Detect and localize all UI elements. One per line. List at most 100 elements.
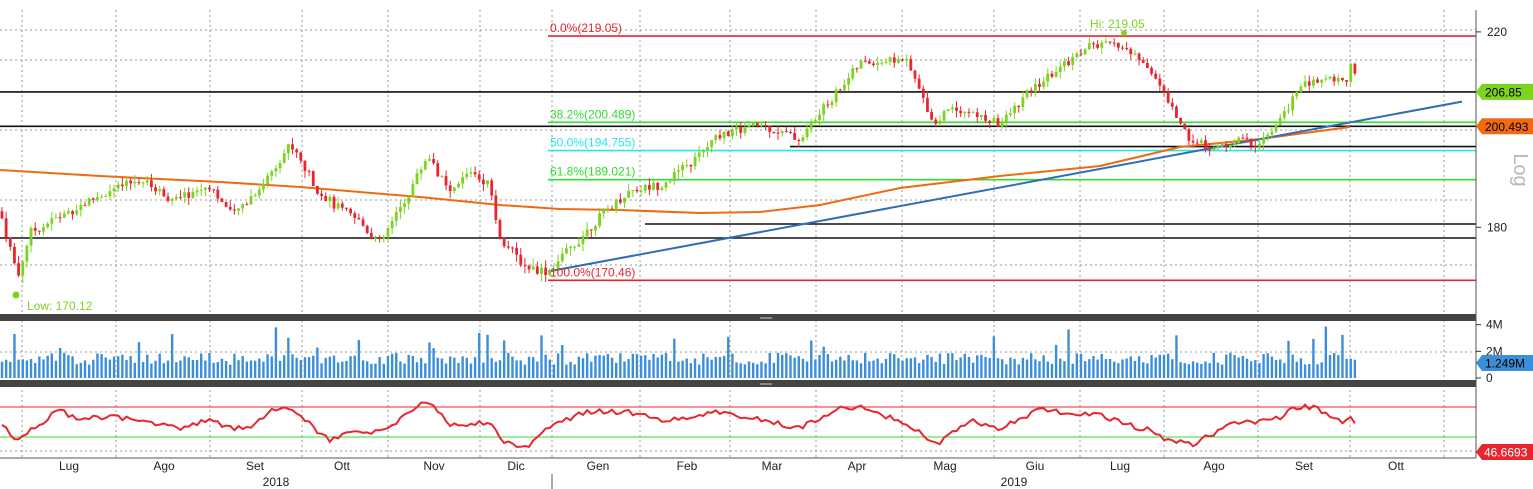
candle: [1158, 73, 1162, 91]
candle-body: [1175, 106, 1178, 118]
candle: [266, 172, 269, 188]
candle: [1282, 106, 1286, 121]
candle-body: [390, 221, 394, 229]
volume-bar: [370, 363, 373, 378]
volume-bar: [685, 358, 688, 378]
candle: [544, 260, 548, 282]
candle: [494, 189, 498, 224]
volume-bar: [146, 354, 149, 378]
candle: [83, 201, 87, 207]
volume-bar: [639, 355, 643, 378]
candle: [1266, 132, 1270, 142]
candle-body: [955, 107, 958, 111]
candle: [643, 183, 647, 194]
volume-bar: [1034, 359, 1037, 378]
candle: [199, 183, 203, 196]
candle-body: [174, 197, 178, 199]
candle: [125, 176, 128, 191]
candle: [1063, 57, 1066, 72]
candle: [706, 141, 709, 158]
volume-bar: [627, 358, 630, 378]
volume-bar: [1212, 352, 1215, 378]
candle-body: [125, 180, 128, 187]
candle-body: [33, 227, 37, 231]
candle: [693, 152, 697, 170]
candle-body: [154, 187, 157, 192]
candle-body: [274, 168, 278, 172]
volume-bar: [266, 354, 269, 378]
volume-bar: [1266, 353, 1269, 378]
volume-bar: [63, 352, 66, 378]
candle-body: [1004, 114, 1008, 123]
candle-body: [25, 245, 29, 262]
volume-bar: [179, 360, 182, 378]
candle: [216, 185, 220, 203]
candle: [1224, 141, 1228, 153]
volume-bar: [876, 358, 879, 378]
candle-body: [1054, 71, 1058, 77]
candle-body: [415, 173, 419, 185]
candle: [569, 245, 572, 256]
candle-body: [901, 59, 904, 61]
candle: [722, 131, 726, 144]
candle: [58, 212, 62, 224]
volume-bar: [307, 357, 311, 378]
volume-bar: [216, 362, 219, 378]
volume-bar: [1274, 359, 1278, 378]
candle-body: [162, 189, 166, 197]
volume-bar: [673, 338, 676, 378]
volume-bar: [781, 354, 784, 378]
candle: [872, 61, 875, 67]
candle: [685, 159, 689, 169]
candle: [1175, 104, 1178, 119]
candle: [1108, 41, 1112, 45]
rsi-tag: 46.6693: [1476, 444, 1533, 460]
candle-body: [353, 213, 357, 218]
candle: [971, 110, 975, 114]
candle-body: [1129, 48, 1133, 55]
candle: [656, 181, 660, 196]
candle-body: [627, 190, 631, 198]
candle-body: [930, 112, 933, 120]
volume-bar: [395, 352, 398, 378]
volume-bar: [291, 354, 294, 378]
candle: [104, 193, 108, 198]
candle: [838, 88, 842, 94]
candle: [1341, 77, 1344, 82]
candle: [473, 166, 477, 178]
volume-bar: [689, 363, 693, 378]
candle: [1262, 132, 1265, 151]
volume-bar: [449, 356, 452, 378]
volume-bar: [482, 362, 485, 378]
volume-bar: [1100, 353, 1103, 378]
candle: [1287, 103, 1290, 115]
candle-body: [262, 184, 265, 190]
volume-bar: [1175, 335, 1178, 378]
volume-bar: [1337, 355, 1340, 378]
candle-body: [805, 128, 809, 138]
candle: [436, 160, 440, 178]
candle-body: [618, 199, 622, 203]
candle: [50, 211, 54, 232]
volume-bar: [743, 364, 747, 378]
candle: [278, 159, 282, 174]
candle: [67, 207, 70, 215]
volume-bar: [278, 360, 282, 378]
candle: [228, 200, 232, 211]
candle-body: [1220, 143, 1224, 147]
volume-bar: [345, 360, 348, 378]
volume-bar: [249, 360, 253, 378]
volume-tag: 1.249M: [1476, 355, 1533, 371]
candle: [369, 227, 373, 240]
candle: [1162, 83, 1166, 97]
candle: [917, 74, 921, 90]
candle: [1349, 62, 1353, 86]
candle-body: [311, 171, 315, 186]
candle: [415, 168, 419, 185]
candle-body: [1341, 77, 1344, 81]
volume-bar: [440, 358, 444, 378]
candle-body: [706, 147, 709, 151]
volume-bar: [664, 352, 668, 378]
volume-bar: [54, 360, 58, 378]
volume-bar: [834, 359, 838, 378]
